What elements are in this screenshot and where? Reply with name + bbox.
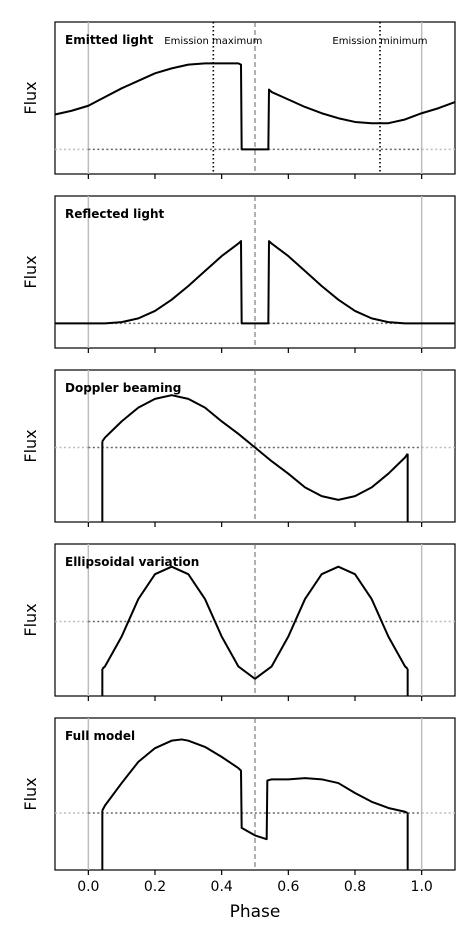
x-tick-label: 0.0: [77, 879, 99, 895]
panel-5: Full model Flux 0.0 0.2 0.4 0.6 0.8 1.0 Phase: [21, 717, 456, 922]
series-line: [54, 62, 456, 151]
x-tick-label: 0.4: [211, 879, 233, 895]
annotation-label: Emission maximum: [164, 36, 262, 47]
series-line: [55, 240, 455, 325]
panel-2: Reflected light Flux: [21, 195, 456, 353]
series-line: [101, 565, 409, 680]
y-axis-label: Flux: [21, 255, 40, 288]
x-tick-label: 0.8: [344, 879, 366, 895]
panel-title: Full model: [65, 729, 135, 743]
panel-title: Ellipsoidal variation: [65, 555, 199, 569]
panel-3: Doppler beaming Flux: [21, 369, 456, 527]
panel-title: Reflected light: [65, 207, 165, 221]
y-axis-label: Flux: [21, 777, 40, 810]
x-tick-label: 1.0: [411, 879, 433, 895]
x-tick-label: 0.2: [144, 879, 166, 895]
y-axis-label: Flux: [21, 603, 40, 636]
x-axis-label: Phase: [230, 902, 281, 922]
series-line: [101, 738, 409, 841]
panel-4: Ellipsoidal variation Flux: [21, 543, 456, 701]
panel-title: Doppler beaming: [65, 381, 181, 395]
series-line: [101, 394, 409, 501]
x-tick-label: 0.6: [277, 879, 299, 895]
annotation-label: Emission minimum: [332, 36, 427, 47]
panel-title: Emitted light: [65, 33, 154, 47]
y-axis-label: Flux: [21, 81, 40, 114]
panel-1: Emission maximum Emission minimum Emitted …: [21, 21, 456, 179]
y-axis-label: Flux: [21, 429, 40, 462]
